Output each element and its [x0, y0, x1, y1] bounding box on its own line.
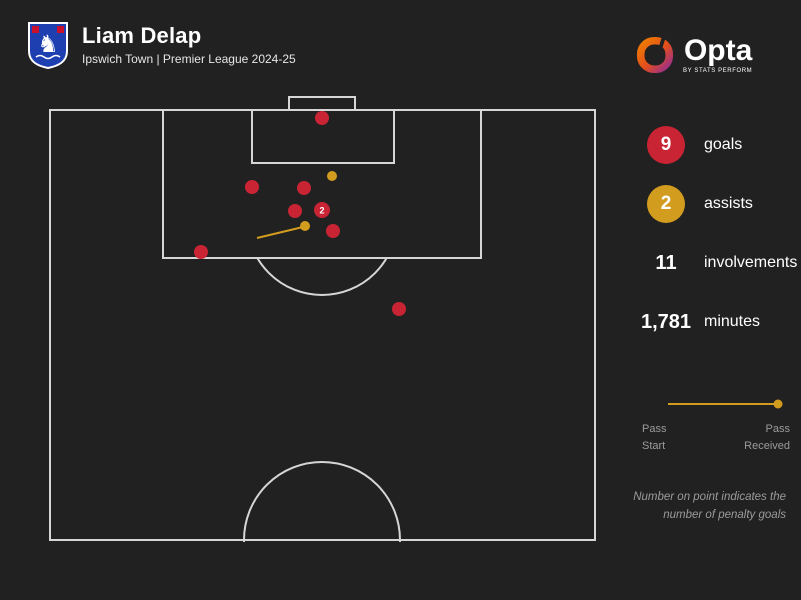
- shot-dot-layer: 2: [194, 111, 406, 316]
- assists-badge: 2: [647, 185, 685, 223]
- pass-received-label: Pass Received: [744, 423, 790, 453]
- pass-legend-line: [668, 399, 783, 409]
- header: ♞ Liam Delap Ipswich Town | Premier Leag…: [26, 20, 296, 70]
- pass-start-label: Pass Start: [642, 423, 667, 453]
- stat-involvements: 11 involvements: [642, 244, 800, 282]
- stat-assists: 2 assists: [642, 185, 800, 223]
- goal-dot: [245, 180, 259, 194]
- goal-dot: [315, 111, 329, 125]
- penalty-area: [162, 109, 482, 259]
- page-title: Liam Delap: [82, 23, 202, 48]
- stat-minutes: 1,781 minutes: [640, 303, 800, 341]
- involvements-label: involvements: [704, 254, 798, 271]
- assists-label: assists: [704, 195, 753, 212]
- centre-circle: [243, 461, 401, 542]
- goal-dot: [288, 204, 302, 218]
- pass-line: [256, 226, 304, 239]
- stat-goals: 9 goals: [642, 126, 800, 164]
- crest-horse-icon: ♞: [37, 31, 59, 58]
- opta-wordmark: Opta: [683, 34, 753, 67]
- penalty-note: Number on point indicates the number of …: [633, 491, 786, 522]
- minutes-value: 1,781: [640, 310, 692, 333]
- assist-dot: [300, 221, 310, 231]
- crest-waves: [35, 54, 61, 60]
- assist-dot: [327, 171, 337, 181]
- goal-frame: [288, 96, 356, 111]
- pass-legend: Pass Start Pass Received: [642, 396, 790, 455]
- page-subtitle: Ipswich Town | Premier League 2024-25: [82, 52, 296, 67]
- goal-dot: [297, 181, 311, 195]
- penalty-goal-dot: [314, 202, 330, 218]
- ipswich-town-crest: ♞: [28, 22, 68, 70]
- opta-logo-icon: [636, 36, 674, 74]
- pitch-lines: [49, 96, 596, 542]
- opta-brand: Opta BY STATS PERFORM: [636, 36, 752, 74]
- goals-label: goals: [704, 136, 743, 153]
- goal-dot: [392, 302, 406, 316]
- stats-panel: 9 goals 2 assists 11 involvements 1,781 …: [640, 126, 800, 362]
- minutes-label: minutes: [704, 313, 761, 330]
- opta-tagline: BY STATS PERFORM: [683, 68, 753, 74]
- goal-dot: [194, 245, 208, 259]
- goals-badge: 9: [647, 126, 685, 164]
- goal-dot: [326, 224, 340, 238]
- title-block: Liam Delap Ipswich Town | Premier League…: [82, 20, 296, 66]
- crest-corner: [32, 26, 39, 33]
- penalty-goal-count: 2: [319, 206, 324, 216]
- crest-corner: [57, 26, 64, 33]
- involvements-value: 11: [655, 251, 677, 274]
